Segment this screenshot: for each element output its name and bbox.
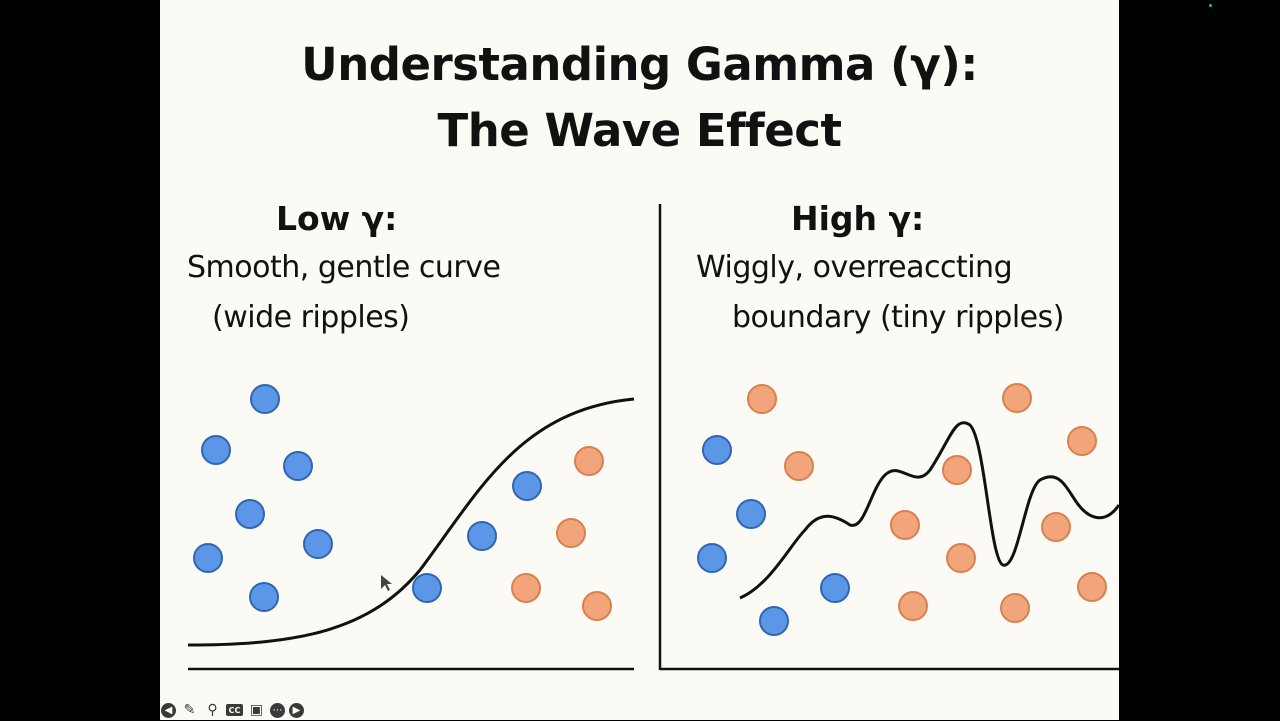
blue-point: [820, 573, 850, 603]
blue-point: [512, 471, 542, 501]
status-indicator: [1209, 4, 1212, 7]
arrow-right-icon[interactable]: ▶: [289, 702, 304, 718]
blue-point: [235, 499, 265, 529]
slide-title-line1: Understanding Gamma (γ):: [301, 38, 978, 91]
right-panel-heading: High γ:: [791, 199, 925, 238]
orange-point: [942, 455, 972, 485]
right-panel-line2: boundary (tiny ripples): [732, 300, 1064, 335]
blue-point: [759, 606, 789, 636]
blue-point: [303, 529, 333, 559]
orange-point: [1000, 593, 1030, 623]
smooth-boundary-curve: [187, 397, 635, 647]
blue-point: [736, 499, 766, 529]
blue-point: [697, 543, 727, 573]
zoom-icon[interactable]: ⚲: [207, 702, 218, 718]
blue-point: [702, 435, 732, 465]
orange-point: [1067, 426, 1097, 456]
more-icon[interactable]: ⋯: [270, 702, 285, 718]
orange-point: [1041, 512, 1071, 542]
orange-point: [1002, 383, 1032, 413]
blue-point: [412, 573, 442, 603]
orange-point: [511, 573, 541, 603]
orange-point: [946, 543, 976, 573]
blue-point: [249, 582, 279, 612]
wiggly-boundary-curve: [739, 421, 1119, 600]
orange-point: [784, 451, 814, 481]
blue-point: [193, 543, 223, 573]
orange-point: [898, 591, 928, 621]
blue-point: [467, 521, 497, 551]
blue-point: [283, 451, 313, 481]
right-panel-line1: Wiggly, overreaccting: [696, 250, 1013, 285]
plots-diagram: [187, 204, 1119, 671]
slide-title-line2: The Wave Effect: [437, 104, 842, 157]
mouse-cursor: [381, 575, 392, 591]
blue-point: [250, 384, 280, 414]
orange-point: [1077, 572, 1107, 602]
blue-point: [201, 435, 231, 465]
orange-point: [574, 446, 604, 476]
presentation-toolbar: ◀ ✎ ⚲ CC ▣ ⋯ ▶: [161, 699, 304, 721]
slide: Understanding Gamma (γ): The Wave Effect…: [160, 0, 1119, 720]
orange-point: [890, 510, 920, 540]
orange-point: [582, 591, 612, 621]
camera-icon[interactable]: ▣: [249, 702, 264, 718]
pen-icon[interactable]: ✎: [183, 702, 196, 718]
cc-icon[interactable]: CC: [226, 704, 243, 716]
arrow-left-icon[interactable]: ◀: [161, 702, 176, 718]
left-panel-heading: Low γ:: [276, 199, 398, 238]
orange-point: [556, 518, 586, 548]
left-panel-line2: (wide ripples): [212, 300, 410, 335]
orange-point: [747, 384, 777, 414]
left-panel-line1: Smooth, gentle curve: [187, 250, 501, 285]
